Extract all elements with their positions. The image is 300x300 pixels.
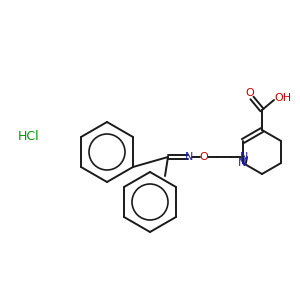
Text: O: O [246,88,254,98]
Text: O: O [200,152,208,162]
Text: N: N [238,158,246,168]
Text: HCl: HCl [18,130,40,143]
Text: N: N [185,152,193,162]
Text: N: N [240,152,248,162]
Text: OH: OH [274,93,292,103]
